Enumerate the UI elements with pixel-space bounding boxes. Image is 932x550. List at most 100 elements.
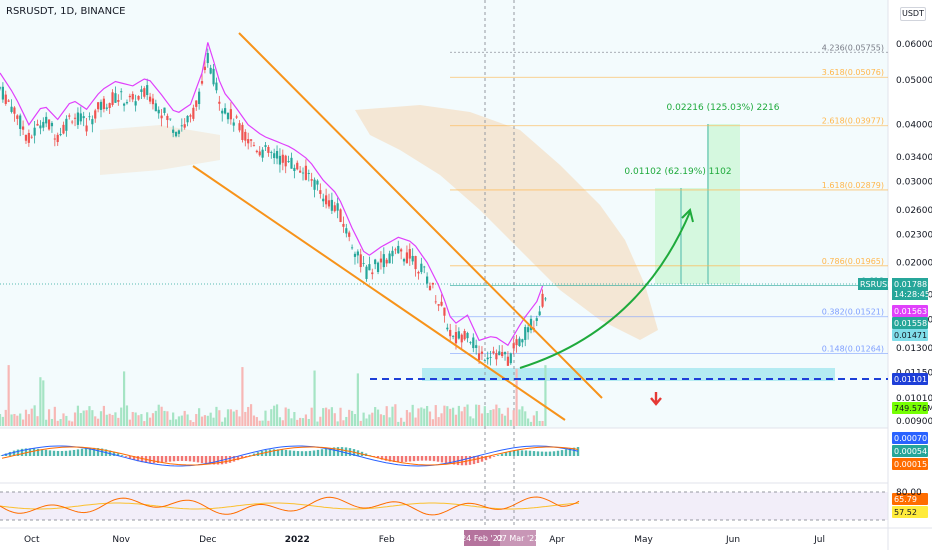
volume-bar xyxy=(339,407,342,426)
candle-body xyxy=(134,101,137,106)
macd-histogram-bar xyxy=(420,456,424,461)
candle-body xyxy=(483,360,486,361)
currency-badge[interactable]: USDT xyxy=(900,7,926,21)
candle-body xyxy=(460,334,463,343)
volume-bar xyxy=(131,411,134,426)
candle-body xyxy=(91,119,94,125)
volume-bar xyxy=(512,410,515,426)
volume-bar xyxy=(524,411,527,426)
volume-bar xyxy=(140,414,143,426)
candle-body xyxy=(322,198,325,202)
macd-histogram-bar xyxy=(572,447,576,456)
candle-body xyxy=(411,255,414,262)
volume-bar xyxy=(362,412,365,426)
candle-body xyxy=(388,253,391,264)
price-pane-bg xyxy=(0,0,888,428)
candle-body xyxy=(73,117,77,119)
candle-body xyxy=(50,122,54,127)
volume-bar xyxy=(359,420,362,426)
volume-bar xyxy=(379,414,383,426)
macd-histogram-bar xyxy=(172,456,176,462)
volume-bar xyxy=(368,414,371,426)
volume-bar xyxy=(53,406,56,426)
macd-histogram-bar xyxy=(44,449,48,456)
macd-histogram-bar xyxy=(448,456,452,464)
volume-bar xyxy=(16,415,19,426)
volume-bar xyxy=(408,412,411,426)
price-axis-badge: 749.576M xyxy=(894,404,932,413)
volume-bar xyxy=(232,411,235,426)
candle-body xyxy=(21,126,25,130)
macd-histogram-bar xyxy=(52,450,56,456)
volume-bar xyxy=(319,416,322,426)
volume-bar xyxy=(287,408,290,426)
macd-histogram-bar xyxy=(8,451,12,456)
candle-body xyxy=(36,123,39,126)
candle-body xyxy=(356,251,359,256)
measure-box-1 xyxy=(655,188,740,284)
volume-bar xyxy=(342,420,345,426)
macd-histogram-bar xyxy=(284,449,288,456)
volume-bar xyxy=(480,413,484,426)
volume-bar xyxy=(325,407,328,426)
macd-histogram-bar xyxy=(124,456,128,457)
macd-histogram-bar xyxy=(40,449,44,456)
macd-histogram-bar xyxy=(12,450,16,456)
volume-bar xyxy=(527,418,530,426)
y-tick-label: 0.01300 xyxy=(896,344,932,354)
macd-histogram-bar xyxy=(568,448,572,456)
macd-histogram-bar xyxy=(536,451,540,456)
y-tick-label: 0.00900 xyxy=(896,417,932,427)
volume-bar xyxy=(278,417,282,426)
price-axis-badge: 0.01471 xyxy=(894,331,927,340)
macd-pane-bg xyxy=(0,428,888,483)
volume-bar xyxy=(1,416,4,426)
candle-body xyxy=(45,116,48,124)
volume-bar xyxy=(486,413,489,426)
volume-bar xyxy=(440,413,443,426)
volume-bar xyxy=(4,409,7,426)
macd-histogram-bar xyxy=(440,456,444,463)
macd-histogram-bar xyxy=(152,456,156,464)
candle-body xyxy=(137,95,140,100)
candle-body xyxy=(102,98,105,110)
volume-bar xyxy=(218,410,221,426)
candle-body xyxy=(273,153,276,159)
candle-body xyxy=(7,100,10,102)
macd-histogram-bar xyxy=(412,456,416,462)
volume-bar xyxy=(466,404,469,426)
candle-body xyxy=(541,293,544,307)
candle-body xyxy=(128,95,131,98)
candle-body xyxy=(446,327,449,330)
macd-histogram-bar xyxy=(272,449,276,456)
candle-body xyxy=(198,91,201,105)
macd-histogram-bar xyxy=(556,450,560,456)
volume-bar xyxy=(304,414,308,426)
volume-bar xyxy=(143,421,146,426)
price-axis-badge-bg xyxy=(892,317,928,329)
macd-histogram-bar xyxy=(208,456,212,465)
x-tick-label: Nov xyxy=(112,535,130,545)
macd-histogram-bar xyxy=(100,448,104,456)
candle-body xyxy=(47,119,51,130)
volume-bar xyxy=(235,409,238,426)
fib-level-label: 2.618(0.03977) xyxy=(822,117,884,126)
macd-histogram-bar xyxy=(384,456,388,461)
candle-body xyxy=(296,162,299,170)
volume-bar xyxy=(477,404,481,426)
volume-bar xyxy=(76,405,80,426)
macd-histogram-bar xyxy=(184,456,188,462)
macd-axis-badge: 0.00054 xyxy=(894,447,927,456)
volume-bar xyxy=(166,411,169,426)
price-axis-badge: 0.01101 xyxy=(894,375,927,384)
candle-body xyxy=(146,85,149,95)
x-tick-label: May xyxy=(634,535,653,545)
volume-bar xyxy=(177,416,181,426)
volume-bar xyxy=(0,414,2,426)
volume-bar xyxy=(160,406,163,426)
volume-bar xyxy=(405,409,409,426)
volume-bar xyxy=(229,409,232,426)
support-zone xyxy=(422,368,835,381)
candle-body xyxy=(270,152,273,153)
